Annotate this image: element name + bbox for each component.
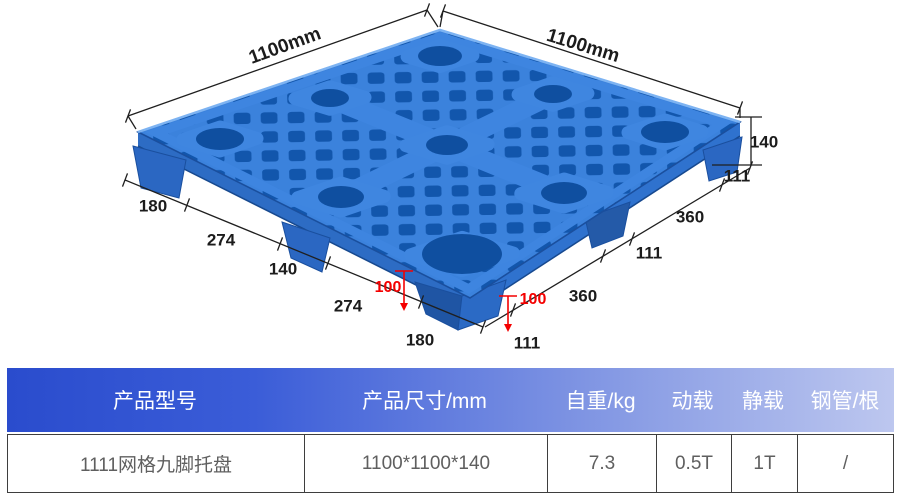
cell-product-model: 1111网格九脚托盘 <box>79 455 233 476</box>
dimension-label-red: 100 <box>519 291 547 308</box>
dimension-label: 180 <box>138 196 168 216</box>
dimension-lines <box>121 3 762 334</box>
dimension-label: 274 <box>206 230 236 250</box>
dimension-label: 360 <box>675 207 705 227</box>
pallet-feet <box>132 136 743 331</box>
dimension-label: 111 <box>513 333 541 353</box>
spec-table-header: 产品型号 产品尺寸/mm 自重/kg 动载 静载 钢管/根 <box>7 368 894 432</box>
pallet-foot-pads <box>176 38 709 278</box>
header-cell-product-size: 产品尺寸/mm <box>362 390 487 413</box>
header-cell-static-load: 静载 <box>742 390 784 413</box>
header-cell-self-weight: 自重/kg <box>565 390 636 413</box>
dimension-label: 274 <box>333 296 363 316</box>
cell-product-size: 1100*1100*140 <box>304 435 547 492</box>
cell-dynamic-load: 0.5T <box>656 435 731 492</box>
dimension-label: 111 <box>723 166 751 186</box>
cell-self-weight: 7.3 <box>547 435 656 492</box>
spec-table-row: 1111网格九脚托盘 1100*1100*140 7.3 0.5T 1T / <box>7 434 894 493</box>
dimension-label: 180 <box>405 330 435 350</box>
cell-steel-pipe: / <box>797 435 893 492</box>
header-cell-product-model: 产品型号 <box>113 390 197 413</box>
header-cell-dynamic-load: 动载 <box>671 390 714 413</box>
spec-table: 产品型号 产品尺寸/mm 自重/kg 动载 静载 钢管/根 1111网格九脚托盘… <box>7 368 894 493</box>
pallet-illustration <box>121 3 762 334</box>
dimension-label: 111 <box>635 243 663 263</box>
pallet-figure: 1100mm 1100mm 140 111 360 111 360 111 18… <box>121 3 779 353</box>
dimension-label: 140 <box>268 259 298 279</box>
header-cell-steel-pipe: 钢管/根 <box>810 390 880 413</box>
dimension-label: 360 <box>568 286 598 306</box>
red-height-dimensions <box>395 270 517 332</box>
dimension-label: 140 <box>749 132 779 152</box>
cell-static-load: 1T <box>731 435 797 492</box>
dimension-label-red: 100 <box>374 279 402 296</box>
